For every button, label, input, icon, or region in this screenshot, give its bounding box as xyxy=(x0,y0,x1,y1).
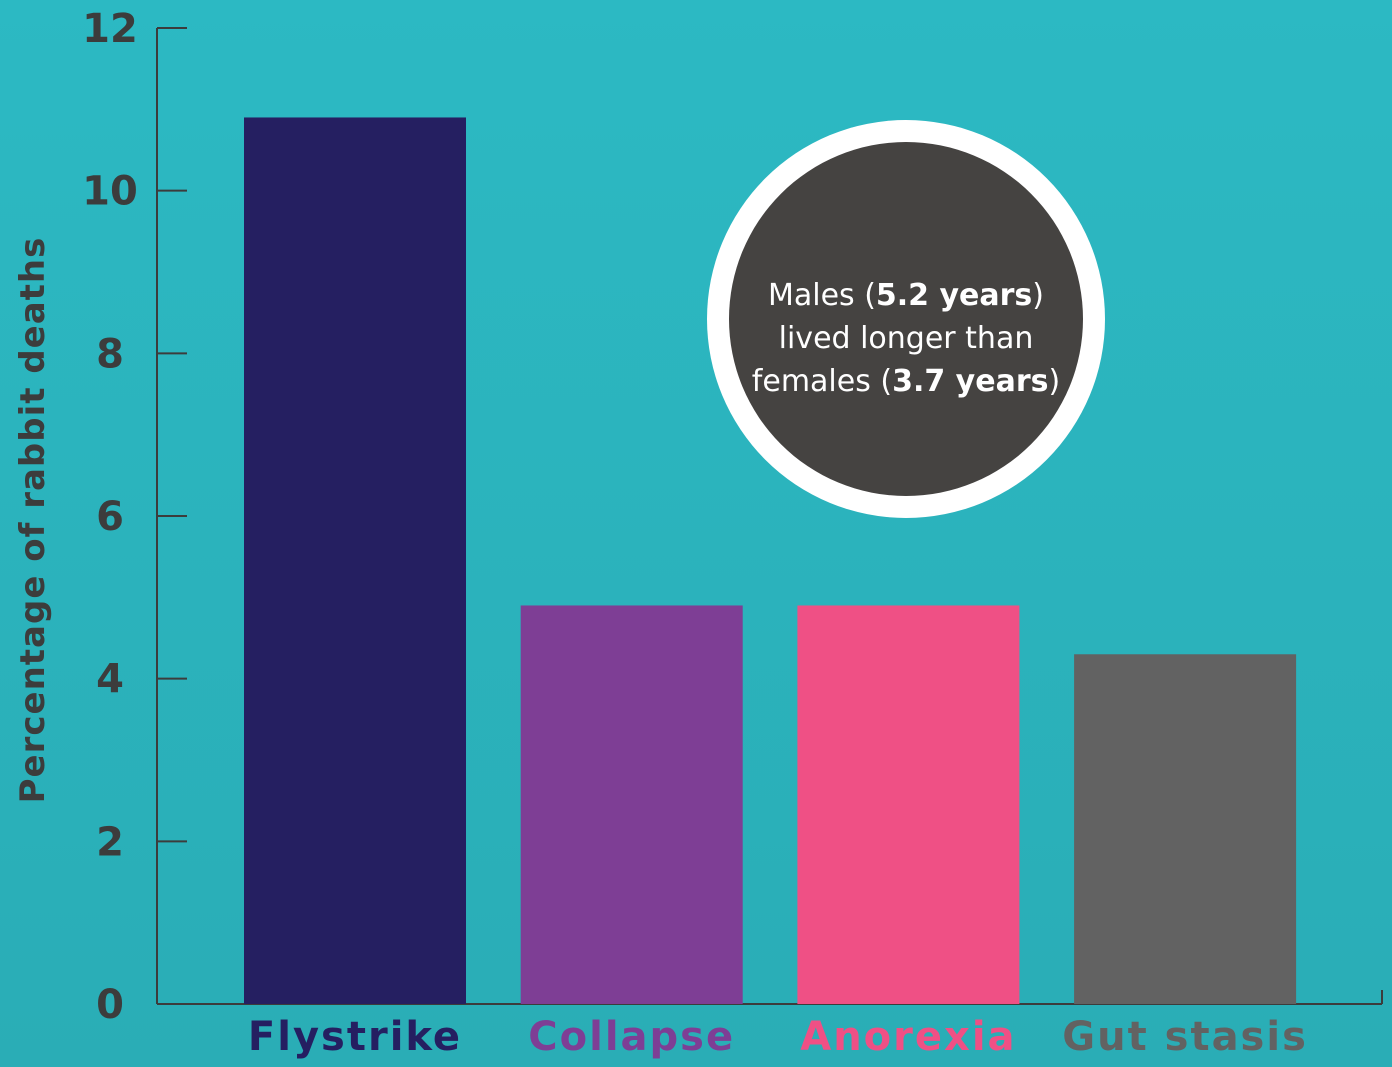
category-label-collapse: Collapse xyxy=(528,1014,735,1060)
callout-text: Males (5.2 years) lived longer than fema… xyxy=(749,274,1063,403)
bar-collapse xyxy=(520,605,743,1004)
y-tick-label: 12 xyxy=(82,6,138,52)
callout-male-years: 5.2 years xyxy=(875,278,1033,313)
callout-circle: Males (5.2 years) lived longer than fema… xyxy=(729,142,1083,496)
y-tick-label: 8 xyxy=(96,331,124,377)
category-label-flystrike: Flystrike xyxy=(248,1014,462,1060)
y-tick-label: 10 xyxy=(82,169,138,215)
category-label-anorexia: Anorexia xyxy=(800,1014,1016,1060)
y-tick-label: 6 xyxy=(96,494,124,540)
category-labels: Flystrike Collapse Anorexia Gut stasis xyxy=(248,1014,1308,1060)
callout-line1-post: ) xyxy=(1032,278,1045,313)
y-tick-label: 0 xyxy=(96,982,124,1028)
category-label-gut-stasis: Gut stasis xyxy=(1062,1014,1308,1060)
callout-female-years: 3.7 years xyxy=(892,364,1049,399)
bar-flystrike xyxy=(244,117,466,1004)
y-ticks: 0 2 4 6 8 10 12 xyxy=(82,6,187,1028)
bar-anorexia xyxy=(797,605,1020,1004)
y-axis-title: Percentage of rabbit deaths xyxy=(13,237,53,804)
bar-gut-stasis xyxy=(1074,654,1297,1004)
callout-line3-pre: females ( xyxy=(751,364,893,399)
callout-line2: lived longer than xyxy=(778,321,1034,356)
callout-line1-pre: Males ( xyxy=(767,278,876,313)
y-tick-label: 4 xyxy=(96,657,124,703)
bars xyxy=(244,117,1297,1004)
y-tick-label: 2 xyxy=(96,819,124,865)
callout-line3-post: ) xyxy=(1048,364,1061,399)
lifespan-callout: Males (5.2 years) lived longer than fema… xyxy=(707,120,1105,518)
